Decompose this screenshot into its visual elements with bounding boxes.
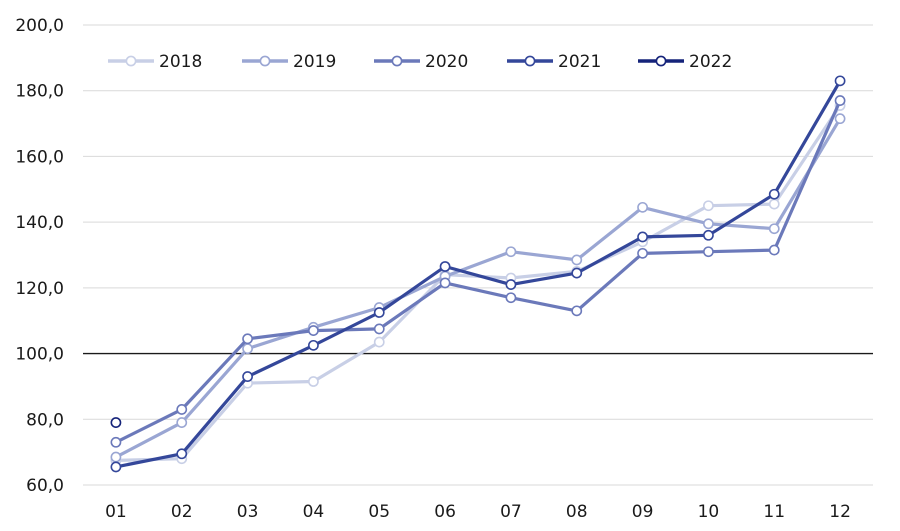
data-point-2020	[308, 325, 319, 336]
data-point-2020	[439, 277, 451, 289]
data-point-2020	[637, 247, 648, 259]
data-point-2020	[571, 305, 583, 317]
legend-marker-2020	[391, 55, 403, 67]
data-point-2021	[505, 279, 517, 290]
data-point-2021	[110, 461, 122, 473]
x-tick-label: 05	[368, 502, 390, 522]
data-point-2021	[242, 371, 253, 382]
x-tick-label: 10	[698, 502, 720, 522]
x-tick-label: 02	[171, 502, 193, 522]
x-tick-label: 03	[237, 502, 259, 522]
x-tick-label: 12	[829, 502, 851, 522]
legend-label-2021: 2021	[558, 52, 601, 72]
data-point-2020	[176, 404, 188, 415]
y-tick-label: 160,0	[15, 147, 64, 167]
series-line-2018	[114, 103, 842, 462]
data-point-2019	[703, 218, 714, 230]
legend-label-2019: 2019	[293, 52, 336, 72]
data-point-2020	[242, 333, 253, 345]
data-point-2021	[571, 267, 583, 279]
data-point-2018	[308, 376, 319, 387]
data-point-2020	[703, 246, 714, 258]
series-line-2019	[114, 116, 842, 459]
data-point-2020	[505, 292, 517, 304]
y-tick-label: 140,0	[15, 213, 64, 233]
data-point-2019	[571, 254, 583, 266]
data-point-2019	[834, 113, 846, 125]
data-point-2020	[110, 436, 122, 448]
y-tick-label: 120,0	[15, 279, 64, 299]
data-point-2021	[703, 229, 714, 241]
x-tick-label: 06	[434, 502, 456, 522]
legend-label-2022: 2022	[689, 52, 732, 72]
data-point-2019	[176, 417, 188, 428]
x-tick-label: 07	[500, 502, 522, 522]
data-point-2019	[768, 223, 780, 235]
legend-marker-2018	[125, 55, 137, 67]
y-tick-label: 80,0	[26, 410, 64, 430]
data-point-2021	[834, 75, 846, 87]
y-tick-label: 180,0	[15, 82, 64, 102]
data-point-2019	[110, 451, 122, 463]
data-point-2020	[373, 323, 385, 335]
data-point-2018	[768, 198, 780, 210]
y-tick-label: 100,0	[15, 345, 64, 365]
data-point-2021	[637, 231, 648, 243]
data-point-2018	[703, 200, 714, 212]
legend-label-2018: 2018	[159, 52, 202, 72]
y-tick-label: 60,0	[26, 476, 64, 496]
series-line-2020	[114, 98, 842, 444]
data-point-2021	[768, 188, 780, 200]
data-point-2021	[439, 261, 451, 272]
data-point-2021	[176, 448, 188, 460]
data-point-2019	[637, 201, 648, 213]
x-tick-label: 08	[566, 502, 588, 522]
y-tick-label: 200,0	[15, 16, 64, 36]
data-point-2020	[768, 244, 780, 256]
series-line-2021	[114, 79, 842, 469]
data-point-2022	[110, 417, 122, 428]
data-point-2018	[373, 336, 385, 348]
data-point-2021	[308, 339, 319, 351]
x-tick-label: 11	[763, 502, 785, 522]
data-point-2020	[834, 95, 846, 106]
legend-marker-2019	[259, 55, 271, 67]
legend-marker-2021	[524, 55, 536, 67]
data-point-2021	[373, 307, 385, 318]
data-point-2019	[505, 246, 517, 258]
data-point-2019	[242, 343, 253, 355]
legend-marker-2022	[655, 55, 667, 67]
x-tick-label: 04	[303, 502, 325, 522]
legend-label-2020: 2020	[425, 52, 468, 72]
x-tick-label: 09	[632, 502, 654, 522]
x-tick-label: 01	[105, 502, 127, 522]
